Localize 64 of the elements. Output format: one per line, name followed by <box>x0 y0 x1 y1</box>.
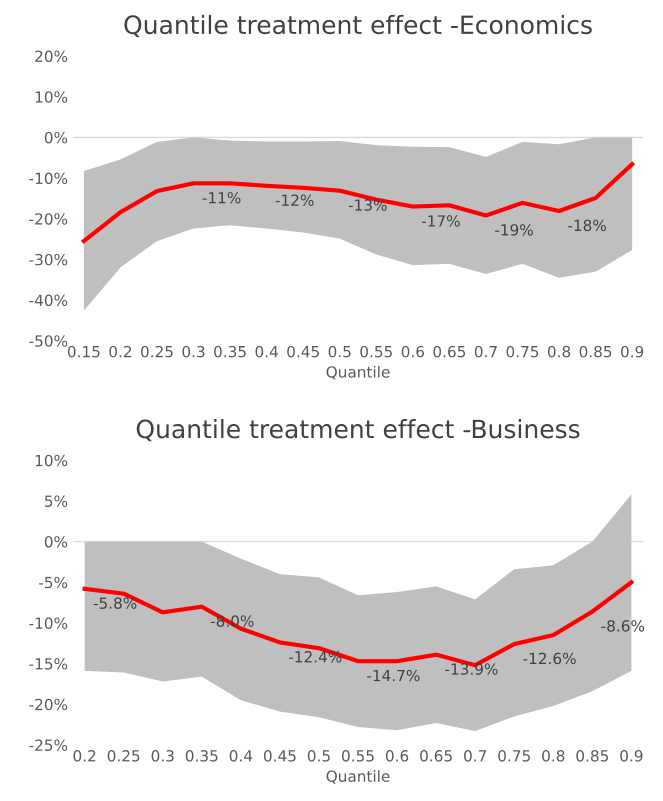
x-tick-label: 0.4 <box>256 346 278 358</box>
data-label: -11% <box>202 192 241 204</box>
x-tick-label: 0.35 <box>186 750 218 762</box>
y-tick-label: -40% <box>29 294 68 306</box>
y-tick-label: -15% <box>29 658 68 670</box>
x-tick-label: 0.6 <box>386 750 408 762</box>
y-tick-label: 10% <box>36 454 68 466</box>
y-tick-label: -30% <box>29 254 68 266</box>
x-tick-label: 0.25 <box>140 346 173 358</box>
x-tick-label: 0.9 <box>620 750 642 762</box>
data-label: -12.6% <box>523 652 576 664</box>
line-series <box>82 162 634 244</box>
x-tick-label: 0.4 <box>230 750 252 762</box>
chart-title: Quantile treatment effect -Business <box>136 419 580 442</box>
x-tick-label: 0.2 <box>74 750 96 762</box>
y-tick-label: 20% <box>35 50 68 62</box>
data-label: -17% <box>422 215 460 227</box>
x-tick-label: 0.8 <box>542 750 564 762</box>
data-label: -13.9% <box>445 663 498 675</box>
x-tick-label: 0.9 <box>621 346 644 358</box>
x-tick-label: 0.65 <box>420 750 452 762</box>
x-tick-label: 0.45 <box>264 750 296 762</box>
y-tick-label: -10% <box>29 617 68 629</box>
chart-title: Quantile treatment effect -Economics <box>124 14 592 38</box>
x-tick-label: 0.6 <box>402 346 424 358</box>
y-tick-label: 5% <box>45 495 68 507</box>
y-tick-label: -5% <box>39 576 68 588</box>
data-label: -5.8% <box>94 597 136 609</box>
x-tick-label: 0.85 <box>580 346 612 358</box>
data-label: -13% <box>348 199 387 211</box>
x-tick-label: 0.35 <box>214 346 246 358</box>
data-label: -8.6% <box>601 620 644 632</box>
y-tick-label: 0% <box>44 132 68 144</box>
x-tick-label: 0.8 <box>548 346 570 358</box>
y-tick-label: -20% <box>29 698 68 710</box>
x-axis-title: Quantile <box>326 366 390 380</box>
x-tick-label: 0.5 <box>328 346 351 358</box>
data-label: -18% <box>568 220 606 232</box>
x-tick-label: 0.45 <box>287 346 319 358</box>
y-tick-label: -25% <box>29 739 68 751</box>
y-tick-label: 10% <box>36 91 68 103</box>
x-tick-label: 0.3 <box>182 346 204 358</box>
x-tick-label: 0.7 <box>464 750 486 762</box>
x-tick-label: 0.25 <box>108 750 140 762</box>
x-tick-label: 0.2 <box>109 346 132 358</box>
y-tick-label: -20% <box>29 213 68 225</box>
x-axis-title: Quantile <box>326 770 390 784</box>
data-label: -12.4% <box>288 651 342 663</box>
y-tick-label: -50% <box>29 335 68 347</box>
x-tick-label: 0.7 <box>474 346 497 358</box>
y-tick-label: -10% <box>29 172 68 184</box>
x-tick-label: 0.75 <box>498 750 530 762</box>
x-tick-label: 0.5 <box>308 750 330 762</box>
x-tick-label: 0.15 <box>68 346 100 358</box>
x-tick-label: 0.55 <box>360 346 392 358</box>
data-label: -12% <box>276 194 314 206</box>
data-label: -14.7% <box>367 670 420 682</box>
x-tick-label: 0.3 <box>152 750 174 762</box>
x-tick-label: 0.55 <box>342 750 374 762</box>
y-tick-label: 0% <box>44 536 68 548</box>
x-tick-label: 0.75 <box>506 346 538 358</box>
x-tick-label: 0.65 <box>433 346 466 358</box>
x-tick-label: 0.85 <box>576 750 608 762</box>
data-label: -19% <box>495 224 533 236</box>
